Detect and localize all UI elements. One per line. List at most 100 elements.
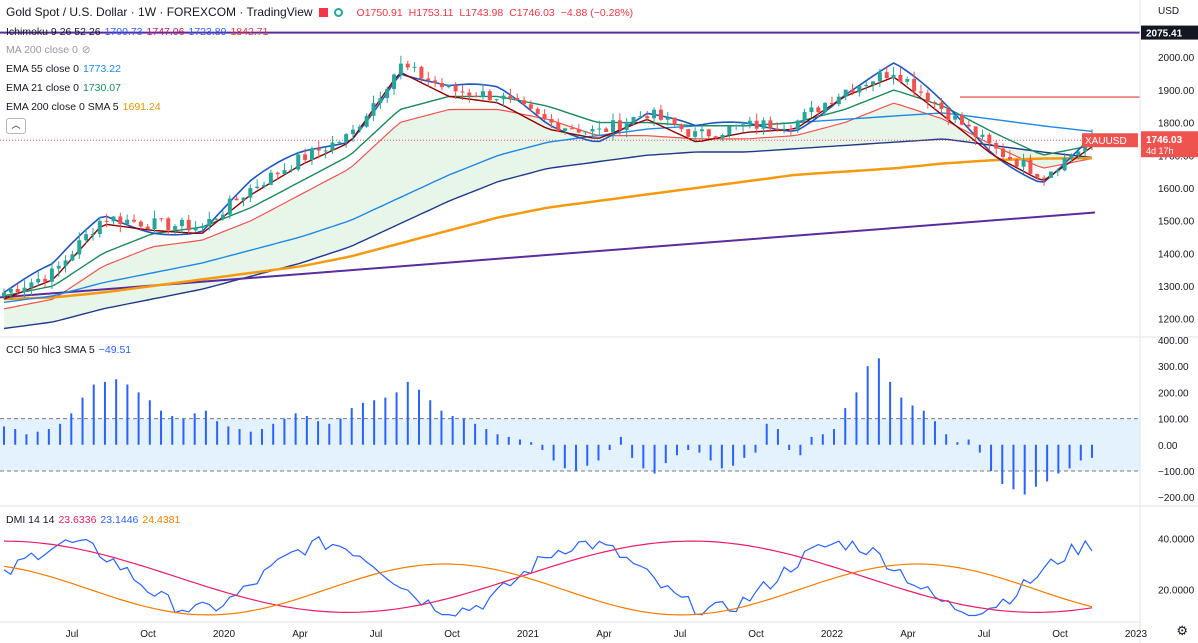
ichimoku-conversion	[3, 62, 1093, 294]
candle-body	[289, 169, 294, 171]
cci-bar	[855, 392, 858, 445]
candle-body	[405, 63, 410, 68]
legend-ichimoku-v2: 1747.06	[146, 26, 185, 38]
candle-body	[234, 198, 239, 201]
cci-bar	[743, 444, 746, 458]
legend-ema200-value: 1691.24	[122, 101, 161, 113]
cci-bar	[395, 392, 398, 445]
legend-ema55[interactable]: EMA 55 close 0 1773.22	[6, 62, 125, 76]
candle-body	[590, 128, 595, 132]
candle-body	[282, 170, 287, 175]
legend-ema21-label: EMA 21 close 0	[6, 82, 79, 94]
candle-body	[795, 120, 800, 130]
candle-body	[501, 95, 506, 100]
legend-ichimoku-label: Ichimoku 9 26 52 26	[6, 26, 101, 38]
candle-body	[1042, 177, 1047, 179]
ichimoku-base	[3, 71, 1093, 300]
time-tick-label: Jul	[978, 629, 991, 640]
candle-body	[1076, 151, 1081, 156]
candle-body	[987, 134, 992, 143]
cci-bar	[59, 423, 62, 445]
cci-bar	[1023, 444, 1026, 495]
market-status-icon[interactable]	[333, 8, 343, 17]
candle-body	[898, 74, 903, 82]
candle-body	[1083, 144, 1088, 152]
candle-body	[569, 128, 574, 130]
candle-body	[939, 102, 944, 109]
legend-dmi-v2: 23.1446	[100, 514, 139, 526]
cci-bar	[911, 405, 914, 445]
candle-body	[357, 126, 362, 130]
cci-bar	[361, 402, 364, 445]
candle-body	[563, 128, 568, 131]
candle-body	[515, 97, 520, 101]
candle-body	[494, 99, 499, 101]
candle-body	[912, 79, 917, 92]
dmi-tick-label: 20.0000	[1158, 585, 1195, 596]
cci-bar	[788, 444, 791, 450]
candle-body	[754, 120, 759, 129]
collapse-legend-button[interactable]: ︿	[6, 118, 26, 134]
flag-icon[interactable]	[318, 8, 328, 17]
candle-body	[487, 91, 492, 101]
cci-bar	[619, 436, 622, 445]
candle-body	[905, 79, 910, 82]
candle-body	[323, 150, 328, 152]
cci-bar	[283, 418, 286, 445]
candle-body	[207, 218, 212, 227]
cci-bar	[25, 434, 28, 445]
cci-bar	[799, 444, 802, 456]
symbol-title: Gold Spot / U.S. Dollar · 1W · FOREXCOM …	[6, 5, 633, 19]
price-tick-label: 1600.00	[1158, 184, 1195, 195]
cci-bar	[384, 397, 387, 445]
cci-bar	[889, 381, 892, 445]
candle-body	[2, 292, 6, 296]
candle-body	[439, 83, 444, 88]
cci-bar	[1057, 444, 1060, 474]
cci-bar	[451, 415, 454, 445]
price-tick-label: 1900.00	[1158, 86, 1195, 97]
candle-body	[617, 120, 622, 130]
legend-ma200[interactable]: MA 200 close 0 ⊘	[6, 43, 95, 57]
candle-body	[152, 218, 157, 230]
cci-bar	[328, 423, 331, 445]
legend-ema200[interactable]: EMA 200 close 0 SMA 5 1691.24	[6, 100, 165, 114]
symbol-name[interactable]: Gold Spot / U.S. Dollar · 1W · FOREXCOM …	[6, 5, 313, 19]
candle-body	[220, 214, 225, 219]
cci-bar	[496, 434, 499, 445]
candle-body	[474, 95, 479, 97]
cci-bar	[967, 439, 970, 445]
legend-ema21-value: 1730.07	[82, 82, 121, 94]
legend-cci[interactable]: CCI 50 hlc3 SMA 5 −49.51	[6, 343, 135, 357]
candle-body	[90, 234, 95, 236]
cci-bar	[586, 444, 589, 466]
ohlc-open: O1750.91	[356, 7, 403, 19]
legend-ema21[interactable]: EMA 21 close 0 1730.07	[6, 81, 125, 95]
cci-bar	[810, 436, 813, 445]
time-tick-label: Jul	[674, 629, 687, 640]
ohlc-change: −4.88 (−0.28%)	[560, 7, 634, 19]
candle-body	[412, 66, 417, 68]
cci-bar	[317, 421, 320, 445]
time-tick-label: Oct	[140, 629, 156, 640]
legend-dmi[interactable]: DMI 14 14 23.6336 23.1446 24.4381	[6, 513, 184, 527]
candle-body	[303, 154, 308, 160]
cci-bar	[272, 423, 275, 445]
time-tick-label: Oct	[444, 629, 460, 640]
symbol-badge-bg	[1082, 133, 1138, 148]
price-tick-label: 1800.00	[1158, 119, 1195, 130]
hidden-eye-icon[interactable]: ⊘	[81, 44, 91, 56]
cci-bar	[148, 400, 151, 445]
candle-body	[528, 104, 533, 109]
ichimoku-cloud	[4, 103, 1092, 329]
cci-bar	[238, 429, 241, 445]
settings-gear-icon[interactable]: ⚙	[1176, 623, 1188, 638]
candle-body	[1035, 173, 1040, 178]
cci-bar	[675, 444, 678, 456]
countdown-badge: 4d 17h	[1146, 146, 1174, 156]
cci-bar	[844, 408, 847, 445]
candle-body	[850, 89, 855, 93]
legend-ichimoku[interactable]: Ichimoku 9 26 52 26 1700.73 1747.06 1723.89…	[6, 25, 272, 39]
candle-body	[583, 131, 588, 133]
